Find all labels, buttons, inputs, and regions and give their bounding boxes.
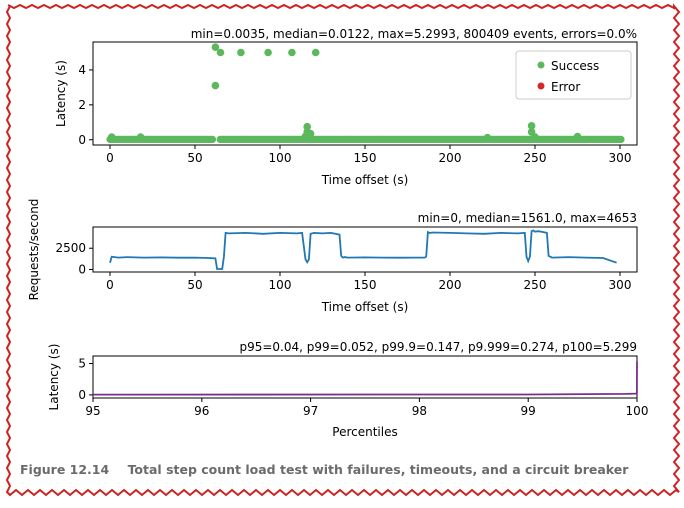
axis-ticks: 0 50 100 150 200 250 300 0 2500	[55, 241, 631, 292]
x-tick-label: 300	[609, 278, 632, 292]
scatter-point	[573, 132, 582, 141]
plot-frame	[92, 226, 638, 273]
legend-box	[515, 50, 632, 100]
axis-ticks: 95 96 97 98 99 100 0 5	[78, 357, 648, 418]
scatter-point	[303, 122, 312, 131]
chart-title: min=0, median=1561.0, max=4653	[418, 211, 637, 225]
scatter-point	[211, 43, 220, 51]
x-tick-label: 100	[269, 278, 292, 292]
x-tick-label: 100	[269, 151, 292, 165]
y-tick-label: 2500	[55, 241, 86, 255]
x-tick-label: 250	[524, 278, 547, 292]
latency-percentiles-panel: p95=0.04, p99=0.052, p99.9=0.147, p9.999…	[47, 340, 648, 439]
figure-number: Figure 12.14	[20, 462, 110, 477]
scatter-point	[136, 133, 145, 141]
series-line	[92, 361, 638, 396]
y-tick-label: 5	[78, 357, 86, 371]
scatter-point	[107, 133, 116, 141]
y-tick-label: 2	[78, 98, 86, 112]
x-tick-label: 95	[85, 404, 100, 418]
x-tick-label: 0	[106, 278, 114, 292]
data-marks	[109, 229, 617, 270]
torn-paper-border	[5, 3, 681, 497]
x-tick-label: 98	[412, 404, 427, 418]
axis-ticks: 0 50 100 150 200 250 300 0 2 4	[78, 63, 631, 165]
series-line	[109, 229, 617, 270]
y-tick-label: 0	[78, 388, 86, 402]
scatter-point	[288, 48, 296, 57]
figure-caption: Figure 12.14 Total step count load test …	[20, 462, 629, 477]
x-axis-label: Time offset (s)	[321, 300, 409, 314]
scatter-point	[208, 135, 217, 143]
legend-label-success: Success	[551, 59, 599, 73]
x-tick-label: 200	[439, 278, 462, 292]
x-tick-label: 99	[521, 404, 536, 418]
y-axis-label: Latency (s)	[47, 344, 61, 411]
requests-per-second-panel: min=0, median=1561.0, max=4653 Time offs…	[27, 199, 638, 314]
x-axis-label: Percentiles	[332, 425, 397, 439]
x-tick-label: 300	[609, 151, 632, 165]
plot-frame	[92, 355, 638, 399]
chart-title: min=0.0035, median=0.0122, max=5.2993, 8…	[191, 27, 637, 41]
scatter-point	[301, 132, 310, 141]
x-axis-label: Time offset (s)	[321, 173, 409, 187]
x-tick-label: 250	[524, 151, 547, 165]
scatter-point	[527, 122, 536, 130]
x-tick-label: 96	[194, 404, 209, 418]
y-tick-label: 0	[78, 262, 86, 276]
x-tick-label: 97	[303, 404, 318, 418]
x-tick-label: 100	[626, 404, 649, 418]
legend-marker-success	[537, 61, 545, 69]
y-axis-label: Requests/second	[27, 199, 41, 301]
y-tick-label: 4	[78, 63, 86, 77]
scatter-point	[311, 48, 320, 57]
scatter-point	[237, 48, 245, 57]
x-tick-label: 50	[187, 278, 202, 292]
x-tick-label: 50	[187, 151, 202, 165]
chart-title: p95=0.04, p99=0.052, p99.9=0.147, p9.999…	[239, 340, 637, 354]
y-axis-label: Latency (s)	[54, 60, 68, 127]
data-marks	[92, 361, 638, 396]
scatter-point	[531, 133, 539, 141]
x-tick-label: 0	[106, 151, 114, 165]
scatter-point	[483, 133, 492, 142]
x-tick-label: 200	[439, 151, 462, 165]
x-tick-label: 150	[354, 278, 377, 292]
x-tick-label: 150	[354, 151, 377, 165]
figure-caption-text: Total step count load test with failures…	[128, 462, 630, 477]
data-marks	[106, 43, 625, 143]
y-tick-label: 0	[78, 133, 86, 147]
latency-scatter-panel: min=0.0035, median=0.0122, max=5.2993, 8…	[54, 27, 638, 187]
scatter-point	[264, 48, 272, 57]
scatter-point	[211, 81, 220, 90]
scatter-point	[617, 135, 625, 143]
legend: Success Error	[515, 50, 632, 100]
legend-marker-error	[537, 82, 545, 90]
legend-label-error: Error	[551, 80, 580, 94]
scatter-point	[216, 48, 225, 57]
